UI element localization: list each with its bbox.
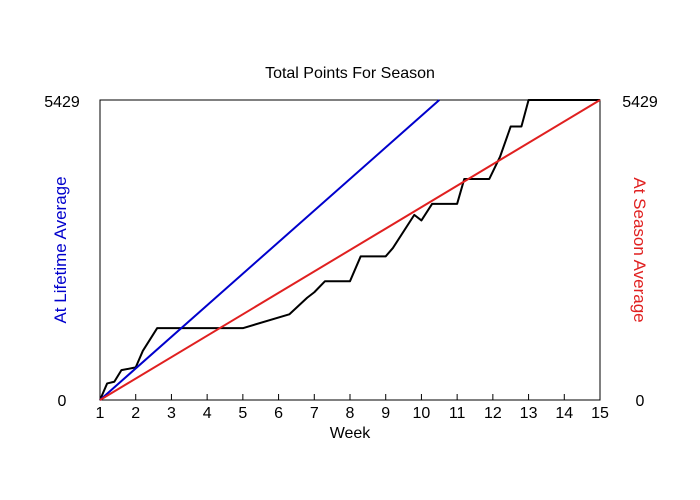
x-tick-label: 1 — [96, 405, 105, 422]
series-line-lifetime — [99, 99, 440, 401]
y-left-min-label: 0 — [58, 393, 67, 410]
x-tick-label: 13 — [520, 405, 538, 422]
x-tick-label: 14 — [555, 405, 573, 422]
x-tick-label: 12 — [484, 405, 502, 422]
y-left-axis-label: At Lifetime Average — [51, 176, 70, 323]
x-tick-label: 8 — [346, 405, 355, 422]
x-axis-ticks: 1 2 3 4 5 6 7 8 9 10 11 12 13 14 15 — [96, 394, 609, 422]
x-tick-label: 4 — [203, 405, 212, 422]
x-axis-label: Week — [330, 425, 372, 442]
x-tick-label: 7 — [310, 405, 319, 422]
series-line-season — [99, 99, 601, 401]
x-tick-label: 10 — [413, 405, 431, 422]
y-right-axis-label: At Season Average — [630, 177, 649, 322]
x-tick-label: 11 — [449, 405, 466, 422]
series-layer — [99, 99, 601, 401]
y-right-max-label: 5429 — [622, 94, 658, 111]
x-tick-label: 9 — [381, 405, 390, 422]
chart-title: Total Points For Season — [265, 65, 435, 82]
y-right-min-label: 0 — [636, 393, 645, 410]
y-left-max-label: 5429 — [44, 94, 80, 111]
x-tick-label: 5 — [238, 405, 247, 422]
x-tick-label: 3 — [167, 405, 176, 422]
x-tick-label: 6 — [274, 405, 283, 422]
x-tick-label: 15 — [591, 405, 609, 422]
x-tick-label: 2 — [131, 405, 140, 422]
series-line-actual — [99, 99, 600, 401]
